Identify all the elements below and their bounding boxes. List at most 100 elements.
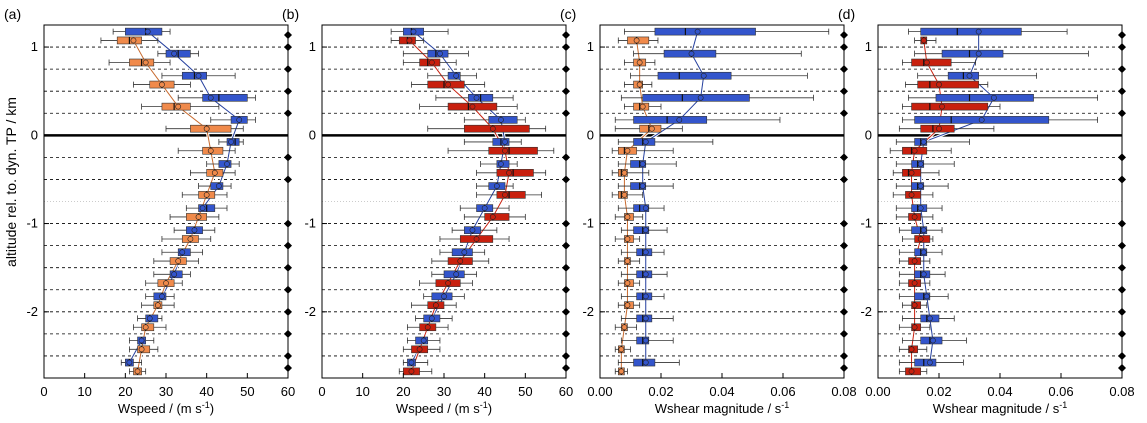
mean-point <box>911 302 918 309</box>
mean-point <box>618 346 625 353</box>
mean-point <box>636 59 643 66</box>
diamond-marker <box>1118 241 1126 250</box>
mean-point <box>408 368 415 375</box>
mean-point <box>917 236 924 242</box>
mean-point <box>236 116 243 123</box>
mean-point <box>224 161 230 167</box>
box <box>633 226 650 234</box>
mean-point <box>445 81 451 88</box>
mean-point <box>203 191 210 198</box>
mean-point <box>489 125 496 132</box>
mean-point <box>920 227 927 234</box>
box <box>917 80 979 89</box>
mean-point <box>498 116 504 123</box>
mean-point <box>911 214 918 220</box>
mean-point <box>159 293 165 300</box>
mean-point <box>618 368 625 375</box>
mean-point <box>920 249 927 256</box>
diamond-marker <box>1118 219 1126 228</box>
mean-point <box>908 169 915 176</box>
mean-point <box>195 72 202 79</box>
mean-point <box>215 183 222 189</box>
diamond-marker <box>562 43 570 52</box>
y-tick-label: 1 <box>31 39 38 54</box>
box <box>633 204 650 212</box>
y-tick-label: 1 <box>587 39 594 54</box>
y-tick-label: 0 <box>587 127 594 142</box>
x-axis-label: Wspeed / (m s-1) <box>396 400 492 416</box>
x-tick-label: 20 <box>118 384 132 399</box>
diamond-marker <box>562 219 570 228</box>
mean-line <box>620 40 653 372</box>
mean-point <box>642 337 649 344</box>
x-tick-label: 40 <box>199 384 213 399</box>
mean-point <box>191 227 198 234</box>
mean-point <box>688 50 695 57</box>
mean-point <box>908 368 915 375</box>
mean-point <box>126 359 133 366</box>
y-tick-label: 0 <box>309 127 316 142</box>
box <box>935 94 1034 102</box>
mean-point <box>908 346 915 353</box>
mean-point <box>991 94 997 101</box>
diamond-marker <box>1118 65 1126 74</box>
mean-point <box>624 258 631 264</box>
diamond-marker <box>840 241 848 250</box>
diamond-marker <box>284 351 292 360</box>
x-tick-label: 30 <box>159 384 173 399</box>
y-tick-label: -2 <box>582 304 594 319</box>
diamond-marker <box>562 307 570 316</box>
mean-point <box>624 214 631 220</box>
diamond-marker <box>284 329 292 338</box>
mean-point <box>917 161 924 167</box>
mean-point <box>642 315 649 322</box>
mean-point <box>975 28 982 35</box>
mean-point <box>642 359 649 366</box>
x-tick-label: 50 <box>240 384 254 399</box>
x-tick-label: 0 <box>40 384 47 399</box>
x-tick-label: 0.02 <box>926 384 951 399</box>
mean-point <box>936 81 942 88</box>
mean-point <box>445 280 451 287</box>
diamond-marker <box>562 241 570 250</box>
mean-point <box>195 214 202 220</box>
diamond-marker <box>562 65 570 74</box>
mean-point <box>453 271 460 278</box>
diamond-marker <box>284 285 292 294</box>
mean-point <box>930 337 936 344</box>
diamond-marker <box>284 109 292 118</box>
diamond-marker <box>562 153 570 162</box>
mean-point <box>175 258 182 264</box>
diamond-marker <box>1118 329 1126 338</box>
mean-point <box>502 191 508 198</box>
y-tick-label: -2 <box>304 304 316 319</box>
mean-point <box>144 28 151 35</box>
diamond-marker <box>1118 175 1126 184</box>
box <box>914 358 937 367</box>
box <box>654 27 756 36</box>
x-tick-label: 0.00 <box>587 384 612 399</box>
x-tick-label: 10 <box>77 384 91 399</box>
mean-point <box>624 236 631 242</box>
mean-point <box>171 271 178 278</box>
x-tick-label: 10 <box>355 384 369 399</box>
x-axis-label-exponent: -1 <box>480 400 488 410</box>
mean-point <box>481 205 488 212</box>
diamond-marker <box>840 307 848 316</box>
mean-point <box>642 271 649 278</box>
mean-point <box>642 293 649 300</box>
diamond-marker <box>284 65 292 74</box>
diamond-marker <box>1118 87 1126 96</box>
mean-point <box>624 280 631 287</box>
mean-point <box>694 28 701 35</box>
x-tick-label: 30 <box>437 384 451 399</box>
diamond-marker <box>1118 351 1126 360</box>
box <box>464 124 530 133</box>
diamond-marker <box>840 109 848 118</box>
diamond-marker <box>284 175 292 184</box>
y-tick-label: -1 <box>26 216 38 231</box>
y-tick-label: 0 <box>865 127 872 142</box>
x-axis-label: Wshear magnitude / s-1 <box>655 400 789 416</box>
box <box>630 160 647 168</box>
